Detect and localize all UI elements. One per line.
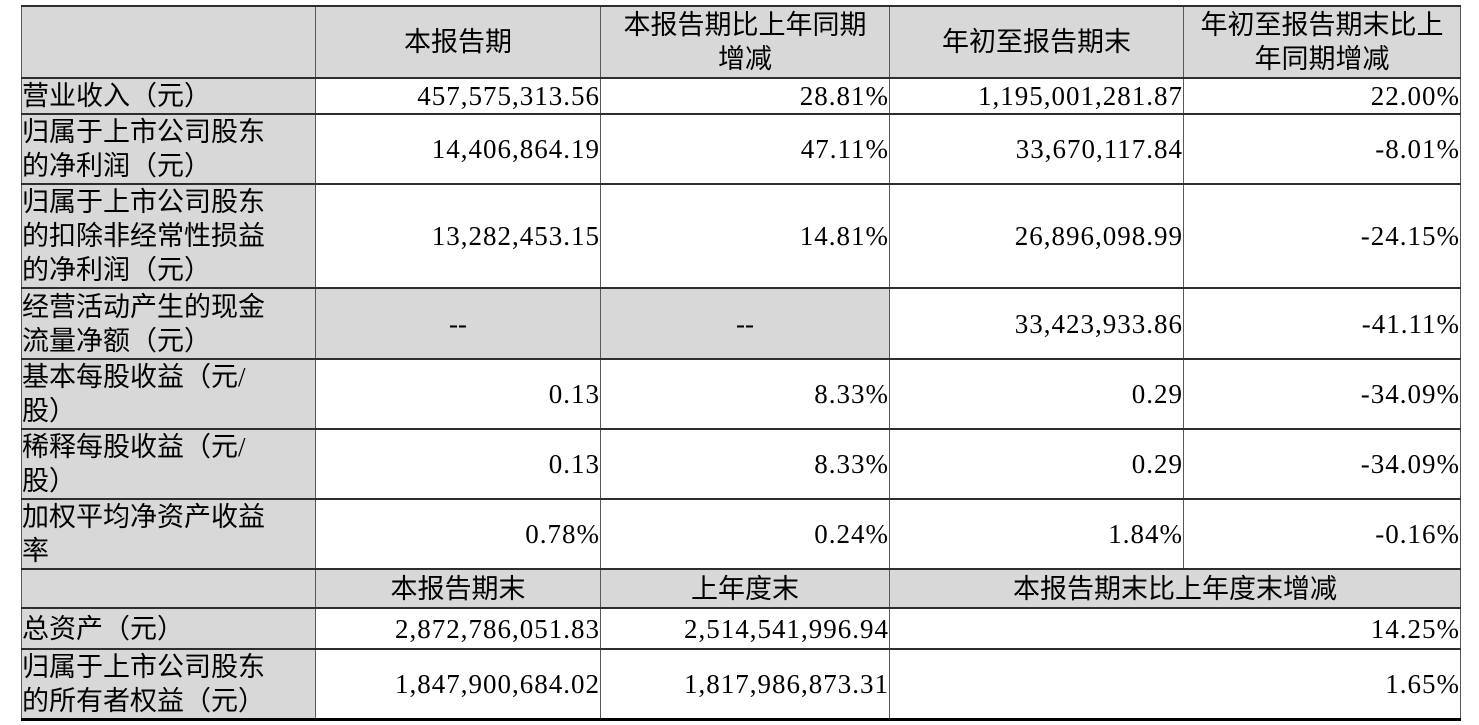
- header-cell-period-end-change: 本报告期末比上年度末增减: [889, 568, 1461, 609]
- header-cell-empty: [21, 568, 316, 609]
- value-ytd: 1.84%: [889, 498, 1184, 570]
- value-current-period: 0.13: [315, 428, 601, 500]
- value-ytd: 26,896,098.99: [889, 183, 1184, 289]
- value-prior-year-end: 1,817,986,873.31: [600, 648, 890, 721]
- value-current-period: --: [315, 287, 601, 360]
- value-ytd-yoy: -24.15%: [1183, 183, 1461, 289]
- header-cell-empty: [21, 5, 316, 79]
- value-current-yoy: 14.81%: [600, 183, 890, 289]
- table-header-row-1: 本报告期 本报告期比上年同期 增减 年初至报告期末 年初至报告期末比上 年同期增…: [21, 5, 1461, 79]
- value-current-period: 13,282,453.15: [315, 183, 601, 289]
- value-ytd: 0.29: [889, 428, 1184, 500]
- value-ytd-yoy: -34.09%: [1183, 358, 1461, 430]
- metric-label: 总资产（元）: [21, 607, 316, 650]
- value-ytd: 33,670,117.84: [889, 113, 1184, 185]
- value-current-yoy: --: [600, 287, 890, 360]
- metric-label: 稀释每股收益（元/ 股）: [21, 428, 316, 500]
- value-current-period: 14,406,864.19: [315, 113, 601, 185]
- value-current-yoy: 47.11%: [600, 113, 890, 185]
- value-current-period: 0.78%: [315, 498, 601, 570]
- row-total-assets: 总资产（元） 2,872,786,051.83 2,514,541,996.94…: [21, 607, 1461, 650]
- value-ytd-yoy: -41.11%: [1183, 287, 1461, 360]
- value-current-period: 0.13: [315, 358, 601, 430]
- value-ytd: 1,195,001,281.87: [889, 77, 1184, 115]
- value-current-yoy: 8.33%: [600, 358, 890, 430]
- row-operating-cash-flow: 经营活动产生的现金 流量净额（元） -- -- 33,423,933.86 -4…: [21, 287, 1461, 360]
- row-weighted-avg-roe: 加权平均净资产收益 率 0.78% 0.24% 1.84% -0.16%: [21, 498, 1461, 570]
- value-current-yoy: 28.81%: [600, 77, 890, 115]
- metric-label: 加权平均净资产收益 率: [21, 498, 316, 570]
- metric-label: 归属于上市公司股东 的所有者权益（元）: [21, 648, 316, 721]
- metric-label: 归属于上市公司股东 的净利润（元）: [21, 113, 316, 185]
- row-diluted-eps: 稀释每股收益（元/ 股） 0.13 8.33% 0.29 -34.09%: [21, 428, 1461, 500]
- value-ytd-yoy: 22.00%: [1183, 77, 1461, 115]
- row-net-profit-excl-nonrecurring: 归属于上市公司股东 的扣除非经常性损益 的净利润（元） 13,282,453.1…: [21, 183, 1461, 289]
- row-net-profit-attributable: 归属于上市公司股东 的净利润（元） 14,406,864.19 47.11% 3…: [21, 113, 1461, 185]
- financial-summary-table: 本报告期 本报告期比上年同期 增减 年初至报告期末 年初至报告期末比上 年同期增…: [21, 5, 1461, 721]
- value-change: 14.25%: [889, 607, 1461, 650]
- row-revenue: 营业收入（元） 457,575,313.56 28.81% 1,195,001,…: [21, 77, 1461, 115]
- value-ytd-yoy: -34.09%: [1183, 428, 1461, 500]
- header-cell-ytd: 年初至报告期末: [889, 5, 1184, 79]
- value-prior-year-end: 2,514,541,996.94: [600, 607, 890, 650]
- header-cell-prior-year-end: 上年度末: [600, 568, 890, 609]
- metric-label: 归属于上市公司股东 的扣除非经常性损益 的净利润（元）: [21, 183, 316, 289]
- value-current-yoy: 0.24%: [600, 498, 890, 570]
- value-ytd: 33,423,933.86: [889, 287, 1184, 360]
- value-period-end: 2,872,786,051.83: [315, 607, 601, 650]
- value-change: 1.65%: [889, 648, 1461, 721]
- table-header-row-2: 本报告期末 上年度末 本报告期末比上年度末增减: [21, 568, 1461, 609]
- financial-summary: 本报告期 本报告期比上年同期 增减 年初至报告期末 年初至报告期末比上 年同期增…: [21, 5, 1461, 721]
- value-ytd: 0.29: [889, 358, 1184, 430]
- header-cell-ytd-yoy-change: 年初至报告期末比上 年同期增减: [1183, 5, 1461, 79]
- value-ytd-yoy: -8.01%: [1183, 113, 1461, 185]
- value-current-period: 457,575,313.56: [315, 77, 601, 115]
- value-ytd-yoy: -0.16%: [1183, 498, 1461, 570]
- value-period-end: 1,847,900,684.02: [315, 648, 601, 721]
- metric-label: 营业收入（元）: [21, 77, 316, 115]
- metric-label: 经营活动产生的现金 流量净额（元）: [21, 287, 316, 360]
- row-basic-eps: 基本每股收益（元/ 股） 0.13 8.33% 0.29 -34.09%: [21, 358, 1461, 430]
- header-cell-period-end: 本报告期末: [315, 568, 601, 609]
- header-cell-current-period: 本报告期: [315, 5, 601, 79]
- metric-label: 基本每股收益（元/ 股）: [21, 358, 316, 430]
- value-current-yoy: 8.33%: [600, 428, 890, 500]
- header-cell-current-yoy-change: 本报告期比上年同期 增减: [600, 5, 890, 79]
- row-equity-attributable: 归属于上市公司股东 的所有者权益（元） 1,847,900,684.02 1,8…: [21, 648, 1461, 721]
